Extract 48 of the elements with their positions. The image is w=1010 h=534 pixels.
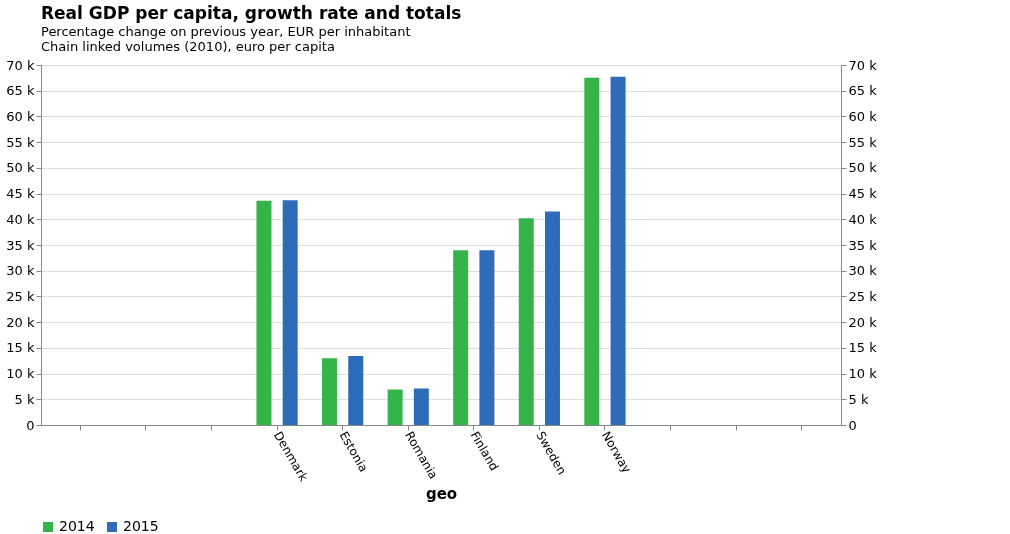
x-axis-title: geo: [425, 485, 458, 504]
y2-tick-label: 0: [848, 417, 857, 433]
legend-label: 2014: [59, 518, 95, 534]
y-tick-label: 0: [26, 417, 35, 433]
y2-tick-label: 50 k: [848, 160, 878, 176]
y2-tick-label: 10 k: [848, 366, 878, 382]
y-tick-label: 20 k: [6, 314, 35, 330]
y-tick-label: 25 k: [6, 288, 35, 304]
bar: [584, 77, 600, 425]
bar: [610, 76, 626, 425]
y2-tick-label: 35 k: [848, 237, 878, 253]
y2-tick-label: 60 k: [848, 108, 878, 124]
y2-tick-label: 65 k: [848, 83, 878, 99]
bar: [479, 250, 495, 425]
bar: [413, 388, 429, 425]
y2-tick-label: 25 k: [848, 288, 878, 304]
bar: [322, 358, 338, 425]
bar: [256, 200, 272, 425]
y-tick-label: 50 k: [6, 160, 35, 176]
y2-tick-label: 20 k: [848, 314, 878, 330]
y-tick-label: 45 k: [6, 186, 35, 202]
y-tick-label: 55 k: [6, 134, 35, 150]
y-tick-label: 60 k: [6, 108, 35, 124]
y2-tick-label: 40 k: [848, 211, 878, 227]
bar: [544, 211, 560, 425]
y-tick-label: 30 k: [6, 263, 35, 279]
y-tick-label: 10 k: [6, 366, 35, 382]
y-tick-label: 70 k: [6, 57, 35, 73]
chart-subtitle: Percentage change on previous year, EUR per inhabitant: [41, 24, 411, 39]
chart-title: Real GDP per capita, growth rate and totals: [41, 3, 462, 23]
y2-tick-label: 5 k: [848, 391, 869, 407]
bar: [282, 200, 298, 425]
y2-tick-label: 55 k: [848, 134, 878, 150]
bar: [518, 218, 534, 425]
y-tick-label: 35 k: [6, 237, 35, 253]
y2-tick-label: 45 k: [848, 186, 878, 202]
y2-tick-label: 30 k: [848, 263, 878, 279]
y-tick-label: 15 k: [6, 340, 35, 356]
y-tick-label: 5 k: [14, 391, 35, 407]
y-tick-label: 40 k: [6, 211, 35, 227]
text: Chain linked volumes (2010), euro per capita: [41, 39, 335, 54]
legend-label: 2015: [123, 518, 159, 534]
y2-tick-label: 70 k: [848, 57, 878, 73]
y-tick-label: 65 k: [6, 83, 35, 99]
bar: [387, 389, 403, 425]
y2-tick-label: 15 k: [848, 340, 878, 356]
bar: [453, 250, 469, 425]
bar: [348, 356, 364, 425]
